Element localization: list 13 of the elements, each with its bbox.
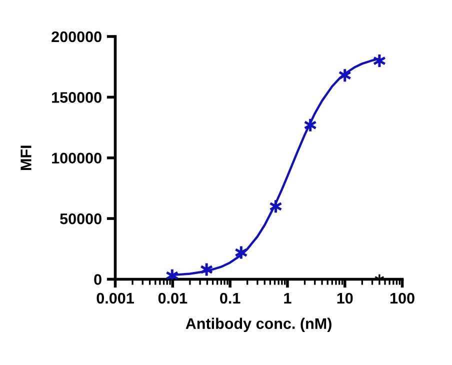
x-axis-title: Antibody conc. (nM) — [186, 318, 332, 332]
y-tick-label: 150000 — [52, 92, 102, 103]
y-tick-label: 200000 — [52, 31, 102, 42]
y-tick-label: 50000 — [60, 213, 102, 224]
x-tick-label: 10 — [337, 292, 353, 304]
y-tick-label: 0 — [94, 274, 102, 285]
y-tick-label: 100000 — [52, 152, 102, 164]
x-tick-label: 0.1 — [220, 292, 240, 304]
x-tick-label: 100 — [390, 292, 414, 304]
y-axis-title: MFI — [20, 146, 32, 170]
x-tick-label: 0.001 — [96, 292, 134, 304]
x-tick-label: 1 — [284, 292, 292, 304]
x-tick-label: 0.01 — [158, 292, 188, 304]
